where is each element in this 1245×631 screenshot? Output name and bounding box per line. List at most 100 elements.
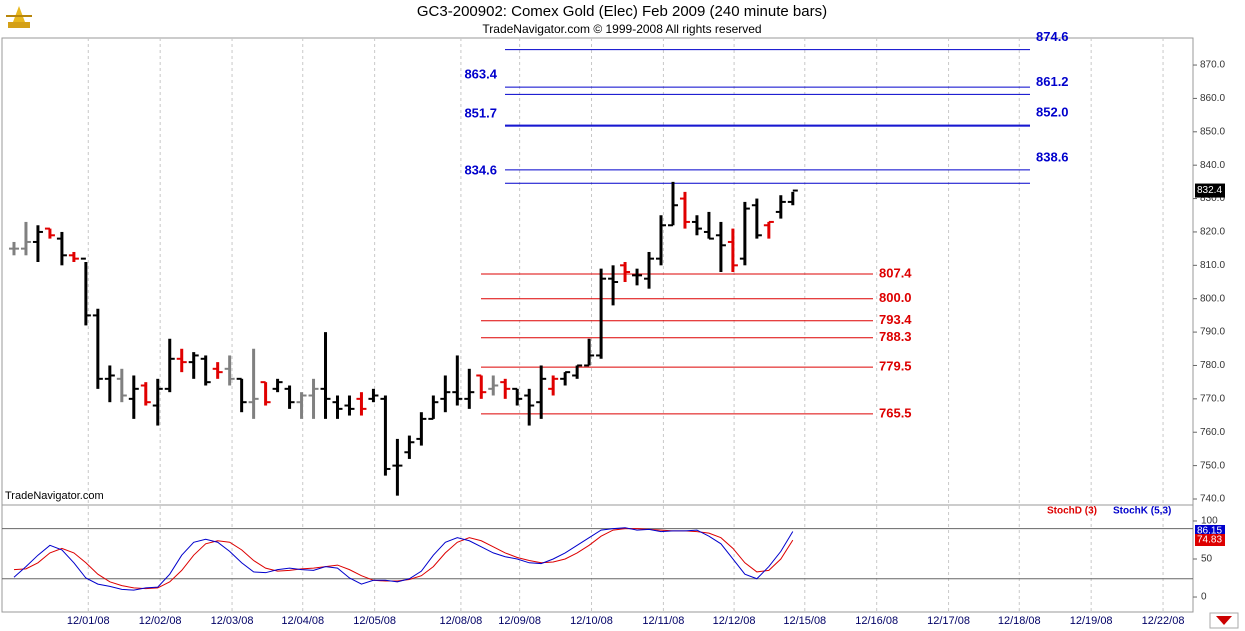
chart-subtitle: TradeNavigator.com © 1999-2008 All right… (482, 22, 761, 36)
last-price-label: 832.4 (1197, 185, 1222, 196)
price-bar (56, 231, 67, 266)
price-bar (308, 378, 319, 419)
last-value-label: 74.83 (1197, 535, 1222, 546)
level-label: 851.7 (464, 106, 497, 121)
chart-title: GC3-200902: Comex Gold (Elec) Feb 2009 (… (417, 3, 827, 20)
price-bar (560, 371, 571, 386)
price-bar (512, 387, 523, 406)
level-label: 779.5 (879, 359, 912, 374)
price-bar (787, 189, 798, 206)
price-bar (548, 375, 559, 396)
level-label: 874.6 (1036, 29, 1069, 44)
price-bar (500, 378, 511, 399)
price-bar (344, 395, 355, 416)
level-label: 834.6 (464, 163, 497, 178)
y-tick-label: 810.0 (1200, 260, 1225, 271)
price-bar (320, 332, 331, 419)
plot-frame (1, 37, 1194, 613)
level-label: 793.4 (879, 312, 912, 327)
last-value-box (1195, 534, 1225, 546)
price-bar (296, 392, 307, 419)
y-tick-label: 0 (1201, 592, 1207, 603)
price-bar (596, 268, 607, 359)
price-bar (715, 221, 726, 273)
legend-entry: StochK (5,3) (1113, 506, 1171, 517)
y-tick-label: 780.0 (1200, 360, 1225, 371)
y-tick-label: 830.0 (1200, 193, 1225, 204)
price-bar (104, 365, 115, 403)
price-bar (260, 381, 271, 406)
x-tick-label: 12/18/08 (998, 615, 1041, 627)
level-label: 838.6 (1036, 149, 1069, 164)
price-bar (188, 352, 199, 379)
last-value-label: 86.15 (1197, 526, 1222, 537)
price-bar (632, 268, 643, 286)
x-tick-label: 12/11/08 (642, 615, 684, 627)
price-bar (691, 215, 702, 236)
x-tick-label: 12/16/08 (855, 615, 898, 627)
level-label: 861.2 (1036, 74, 1069, 89)
price-bar (212, 362, 223, 379)
price-bar (524, 388, 535, 426)
price-bar (667, 181, 678, 227)
x-tick-label: 12/12/08 (713, 615, 756, 627)
price-bar (272, 378, 283, 393)
price-bar (176, 348, 187, 373)
price-bar (380, 395, 391, 476)
price-bar (224, 355, 235, 386)
price-bar (236, 377, 247, 413)
price-bar (727, 228, 738, 273)
price-bar (476, 374, 487, 399)
stoch-line (13, 527, 794, 591)
price-bar (656, 215, 667, 266)
price-bar (536, 365, 547, 419)
x-tick-label: 12/15/08 (783, 615, 826, 627)
y-tick-label: 770.0 (1200, 393, 1225, 404)
price-bar (416, 412, 427, 446)
price-bar (572, 364, 583, 379)
price-bar (68, 251, 79, 262)
y-tick-label: 750.0 (1200, 460, 1225, 471)
x-tick-label: 12/01/08 (67, 615, 110, 627)
y-tick-label: 100 (1201, 516, 1218, 527)
price-bar (644, 251, 655, 289)
level-label: 807.4 (879, 265, 912, 280)
x-tick-label: 12/05/08 (353, 615, 396, 627)
y-tick-label: 50 (1201, 554, 1213, 565)
price-bar (80, 257, 91, 326)
x-tick-label: 12/19/08 (1070, 615, 1113, 627)
y-tick-label: 760.0 (1200, 427, 1225, 438)
y-tick-label: 740.0 (1200, 494, 1225, 505)
price-bar (620, 261, 631, 283)
logo (6, 6, 32, 28)
watermark: TradeNavigator.com (5, 490, 104, 502)
price-bar (608, 265, 619, 306)
price-bar (152, 378, 163, 426)
price-bar (452, 355, 463, 406)
y-tick-label: 850.0 (1200, 126, 1225, 137)
price-bar (404, 435, 415, 459)
last-price-box (1195, 183, 1225, 198)
price-bar (356, 392, 367, 416)
x-tick-label: 12/22/08 (1142, 615, 1185, 627)
y-tick-label: 800.0 (1200, 293, 1225, 304)
price-bar (703, 211, 714, 240)
x-tick-label: 12/17/08 (927, 615, 970, 627)
price-bar (92, 308, 103, 389)
x-tick-label: 12/02/08 (139, 615, 182, 627)
price-bar (32, 225, 43, 262)
legend-entry: StochD (3) (1047, 506, 1097, 517)
x-tick-label: 12/10/08 (570, 615, 613, 627)
price-bar (739, 201, 750, 266)
price-bar (751, 198, 762, 239)
price-bar (164, 338, 175, 393)
y-tick-label: 870.0 (1200, 60, 1225, 71)
price-bar (332, 395, 343, 419)
y-tick-label: 840.0 (1200, 160, 1225, 171)
price-bar (763, 220, 774, 239)
price-bar (775, 195, 786, 219)
x-tick-label: 12/09/08 (498, 615, 541, 627)
price-bar (679, 191, 690, 229)
